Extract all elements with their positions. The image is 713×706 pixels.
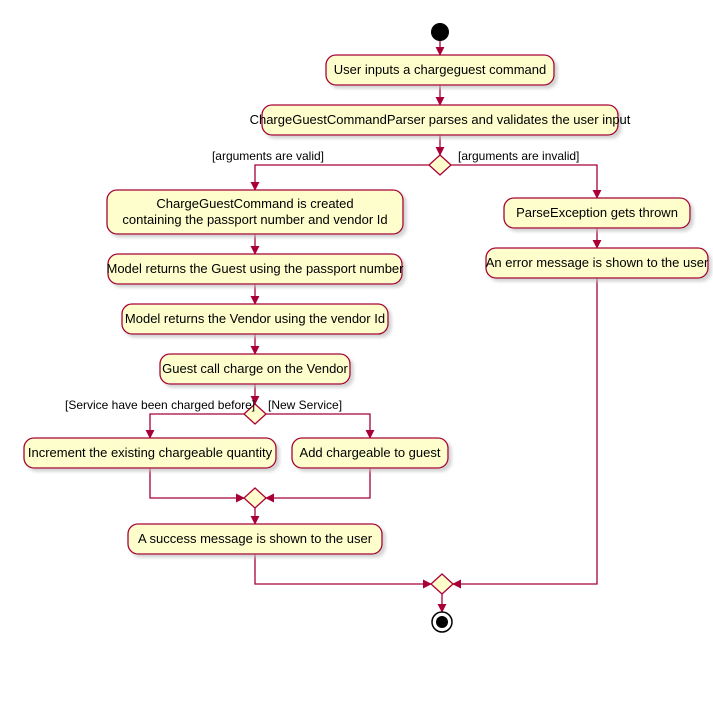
edge <box>255 165 429 190</box>
activity-label: containing the passport number and vendo… <box>122 212 387 227</box>
edge-label: [Service have been charged before] <box>65 398 255 412</box>
activity-label: Model returns the Vendor using the vendo… <box>125 311 385 326</box>
edge <box>266 414 370 438</box>
edge <box>266 468 370 498</box>
activity-label: ChargeGuestCommandParser parses and vali… <box>250 112 631 127</box>
nodes: User inputs a chargeguest command ChargeG… <box>24 23 709 632</box>
activity-label: User inputs a chargeguest command <box>334 62 546 77</box>
decision-diamond <box>429 155 451 175</box>
edge-label: [arguments are valid] <box>212 149 324 163</box>
activity-label: Add chargeable to guest <box>300 445 441 460</box>
decision-diamond <box>244 488 266 508</box>
activity-label: Model returns the Guest using the passpo… <box>107 261 405 276</box>
start-node <box>431 23 449 41</box>
edge-label: [arguments are invalid] <box>458 149 579 163</box>
edge-label: [New Service] <box>268 398 342 412</box>
edge <box>255 554 431 584</box>
decision-diamond <box>431 574 453 594</box>
activity-label: A success message is shown to the user <box>138 531 373 546</box>
activity-label: An error message is shown to the user <box>486 255 709 270</box>
edge <box>150 468 244 498</box>
activity-label: Guest call charge on the Vendor <box>162 361 348 376</box>
end-node-dot <box>436 616 448 628</box>
activity-label: ParseException gets thrown <box>516 205 678 220</box>
edge <box>150 414 244 438</box>
activity-label: Increment the existing chargeable quanti… <box>28 445 273 460</box>
activity-label: ChargeGuestCommand is created <box>156 196 353 211</box>
edge <box>451 165 597 198</box>
flowchart-diagram: User inputs a chargeguest command ChargeG… <box>10 10 713 696</box>
edge <box>453 278 597 584</box>
